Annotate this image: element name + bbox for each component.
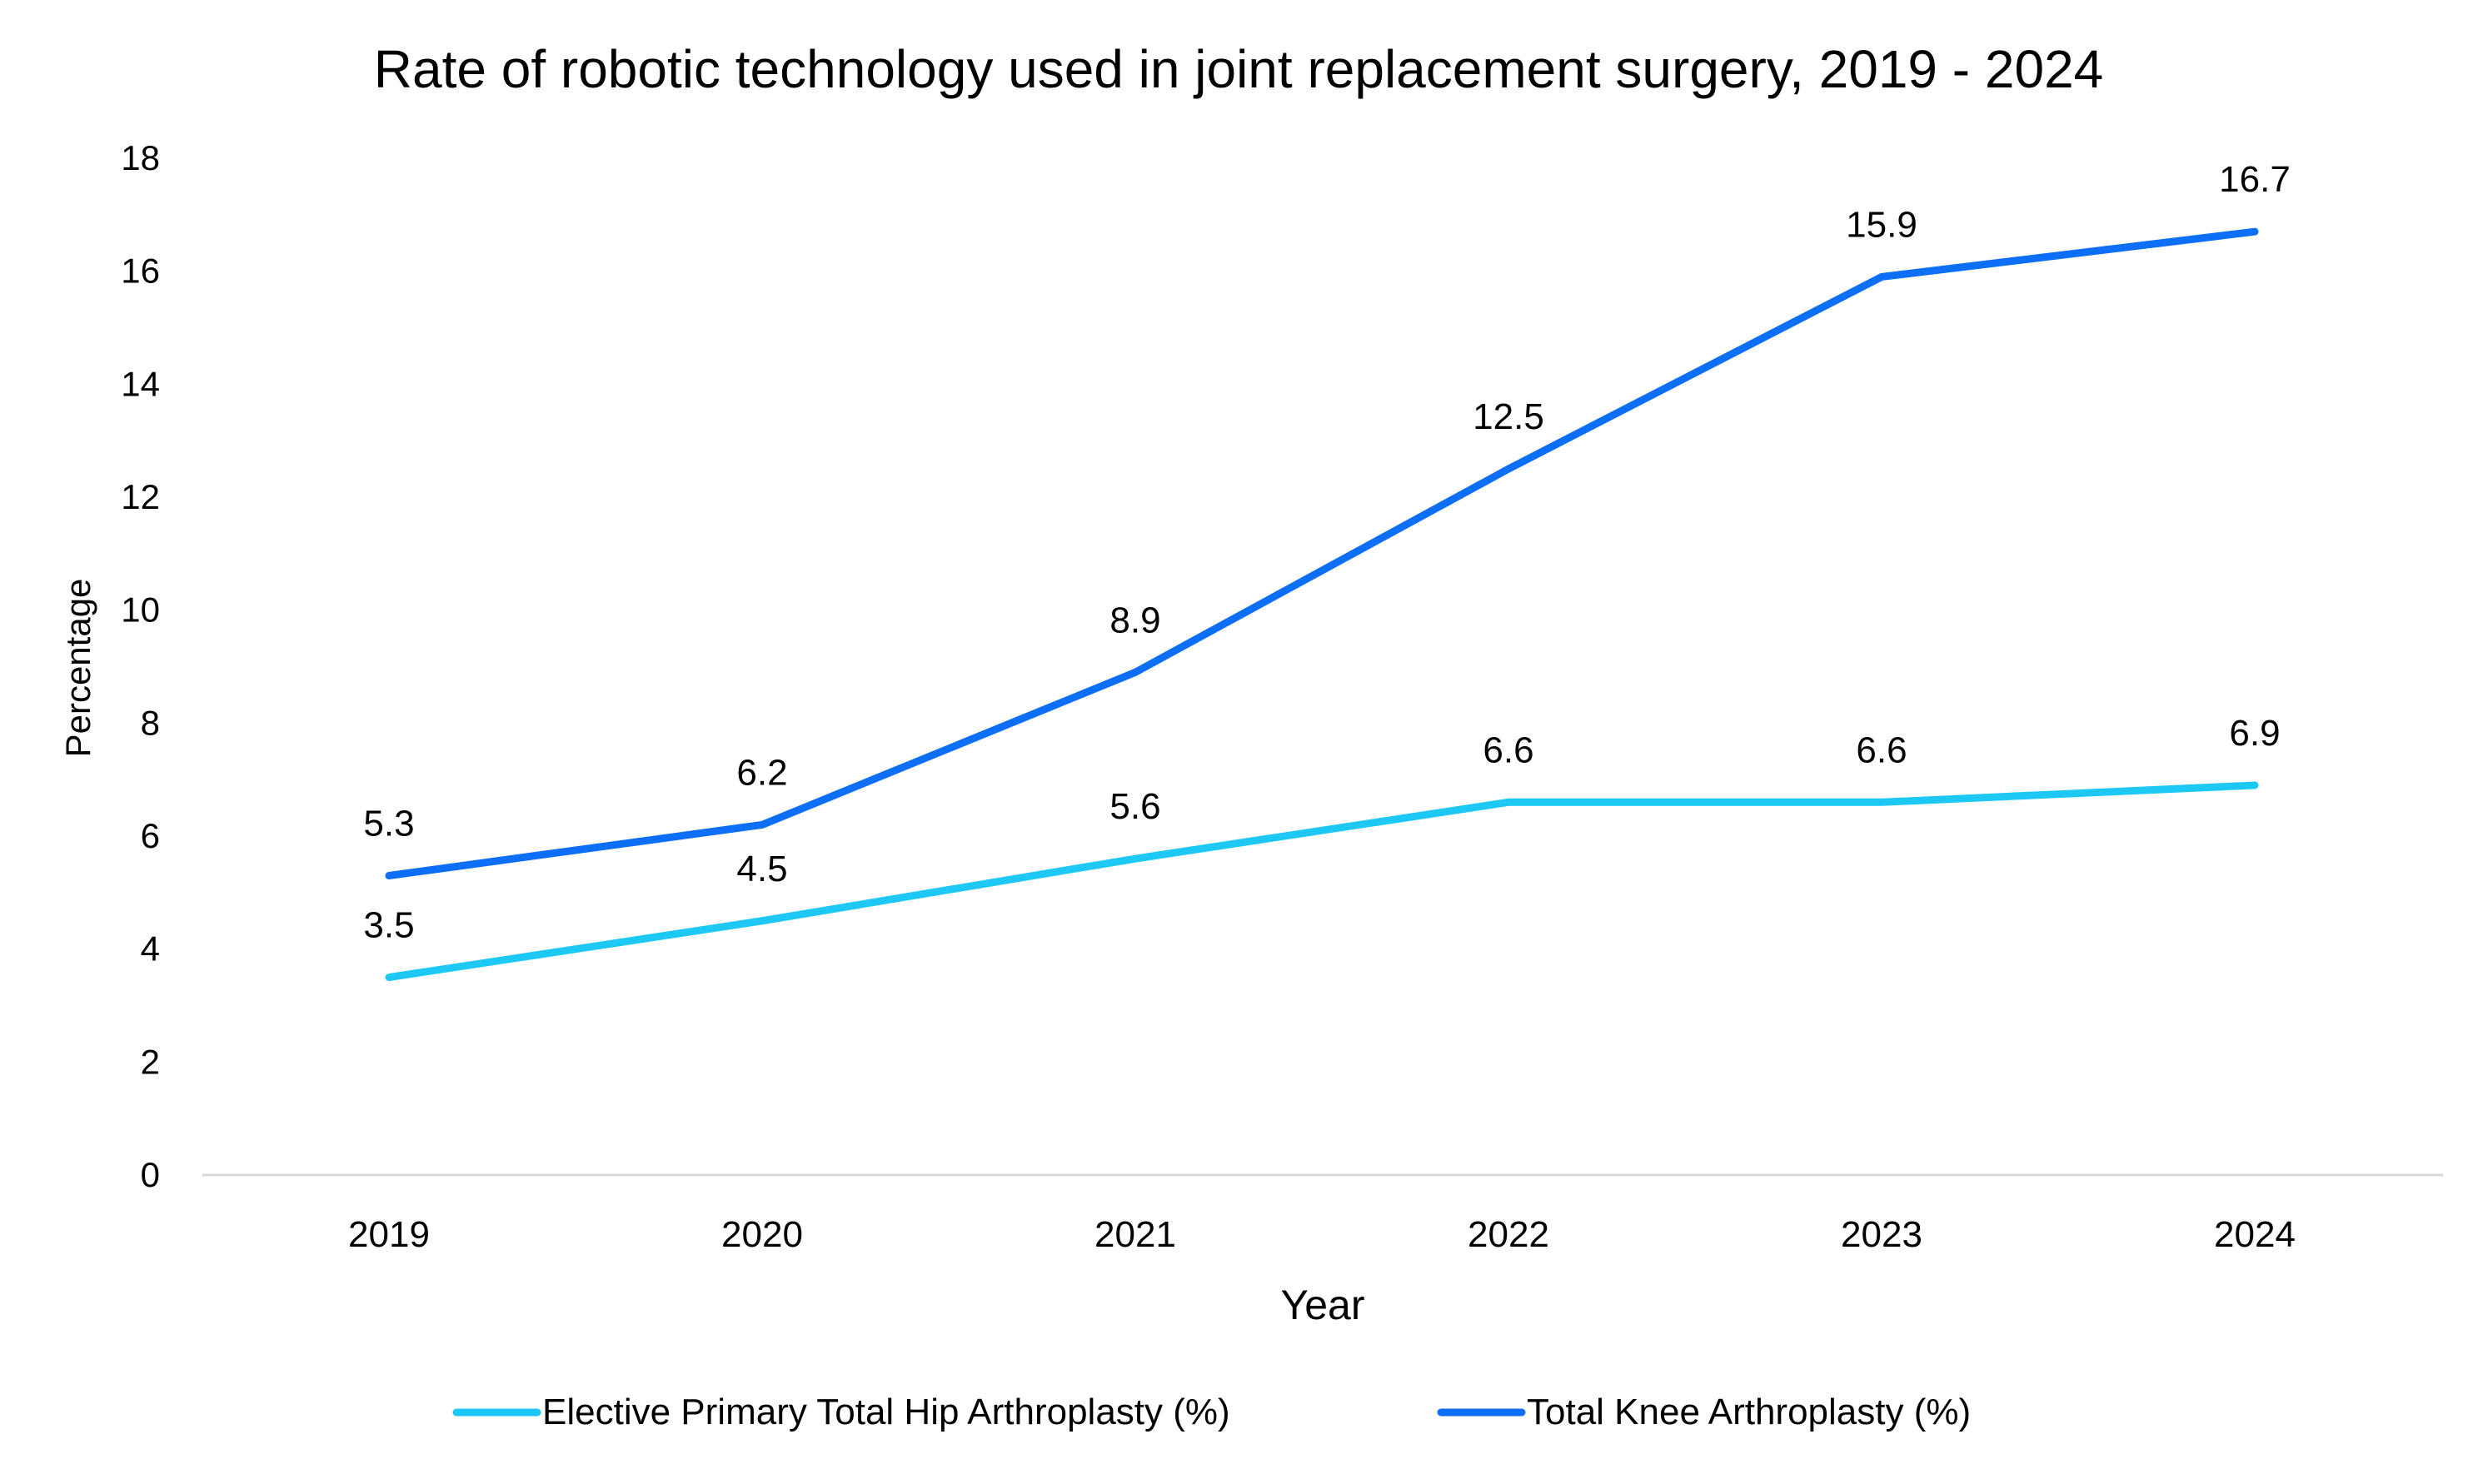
x-tick-label: 2020	[721, 1214, 803, 1255]
data-labels: 3.5 4.5 5.6 6.6 6.6 6.9 5.3 6.2 8.9 12.5 15.9 16.7	[363, 159, 2290, 945]
data-label: 12.5	[1473, 396, 1544, 437]
data-label: 6.9	[2229, 713, 2280, 754]
data-label: 15.9	[1846, 204, 1917, 245]
y-tick-label: 12	[121, 477, 160, 516]
y-tick-label: 14	[121, 364, 160, 403]
legend: Elective Primary Total Hip Arthroplasty …	[452, 1392, 1971, 1432]
y-tick-label: 6	[141, 816, 160, 855]
y-tick-label: 18	[121, 138, 160, 177]
y-tick-label: 10	[121, 590, 160, 630]
y-tick-label: 0	[141, 1155, 160, 1194]
y-tick-label: 8	[141, 703, 160, 742]
x-tick-label: 2019	[348, 1214, 430, 1255]
legend-label: Elective Primary Total Hip Arthroplasty …	[542, 1392, 1230, 1432]
data-label: 3.5	[363, 905, 414, 946]
x-tick-label: 2023	[1841, 1214, 1922, 1255]
series-line	[385, 227, 2259, 879]
x-tick-label: 2021	[1094, 1214, 1176, 1255]
x-tick-label: 2022	[1468, 1214, 1549, 1255]
y-tick-label: 2	[141, 1042, 160, 1081]
series-line	[385, 781, 2259, 982]
data-label: 5.6	[1109, 786, 1160, 827]
data-label: 4.5	[736, 849, 787, 889]
y-tick-label: 4	[141, 929, 160, 969]
y-tick-label: 16	[121, 251, 160, 291]
x-axis-ticks: 2019 2020 2021 2022 2023 2024	[348, 1214, 2296, 1255]
chart-title: Rate of robotic technology used in joint…	[374, 39, 2104, 99]
y-axis-title: Percentage	[58, 579, 97, 758]
data-label: 8.9	[1109, 600, 1160, 640]
data-label: 16.7	[2219, 159, 2291, 200]
data-label: 6.2	[736, 752, 787, 793]
data-label: 6.6	[1856, 730, 1907, 770]
x-tick-label: 2024	[2214, 1214, 2296, 1255]
legend-label: Total Knee Arthroplasty (%)	[1527, 1392, 1971, 1432]
x-axis-title: Year	[1280, 1282, 1364, 1328]
data-label: 6.6	[1483, 730, 1533, 770]
y-axis-ticks: 0 2 4 6 8 10 12 14 16 18	[121, 138, 160, 1194]
series-lines	[385, 227, 2259, 982]
data-label: 5.3	[363, 803, 414, 844]
